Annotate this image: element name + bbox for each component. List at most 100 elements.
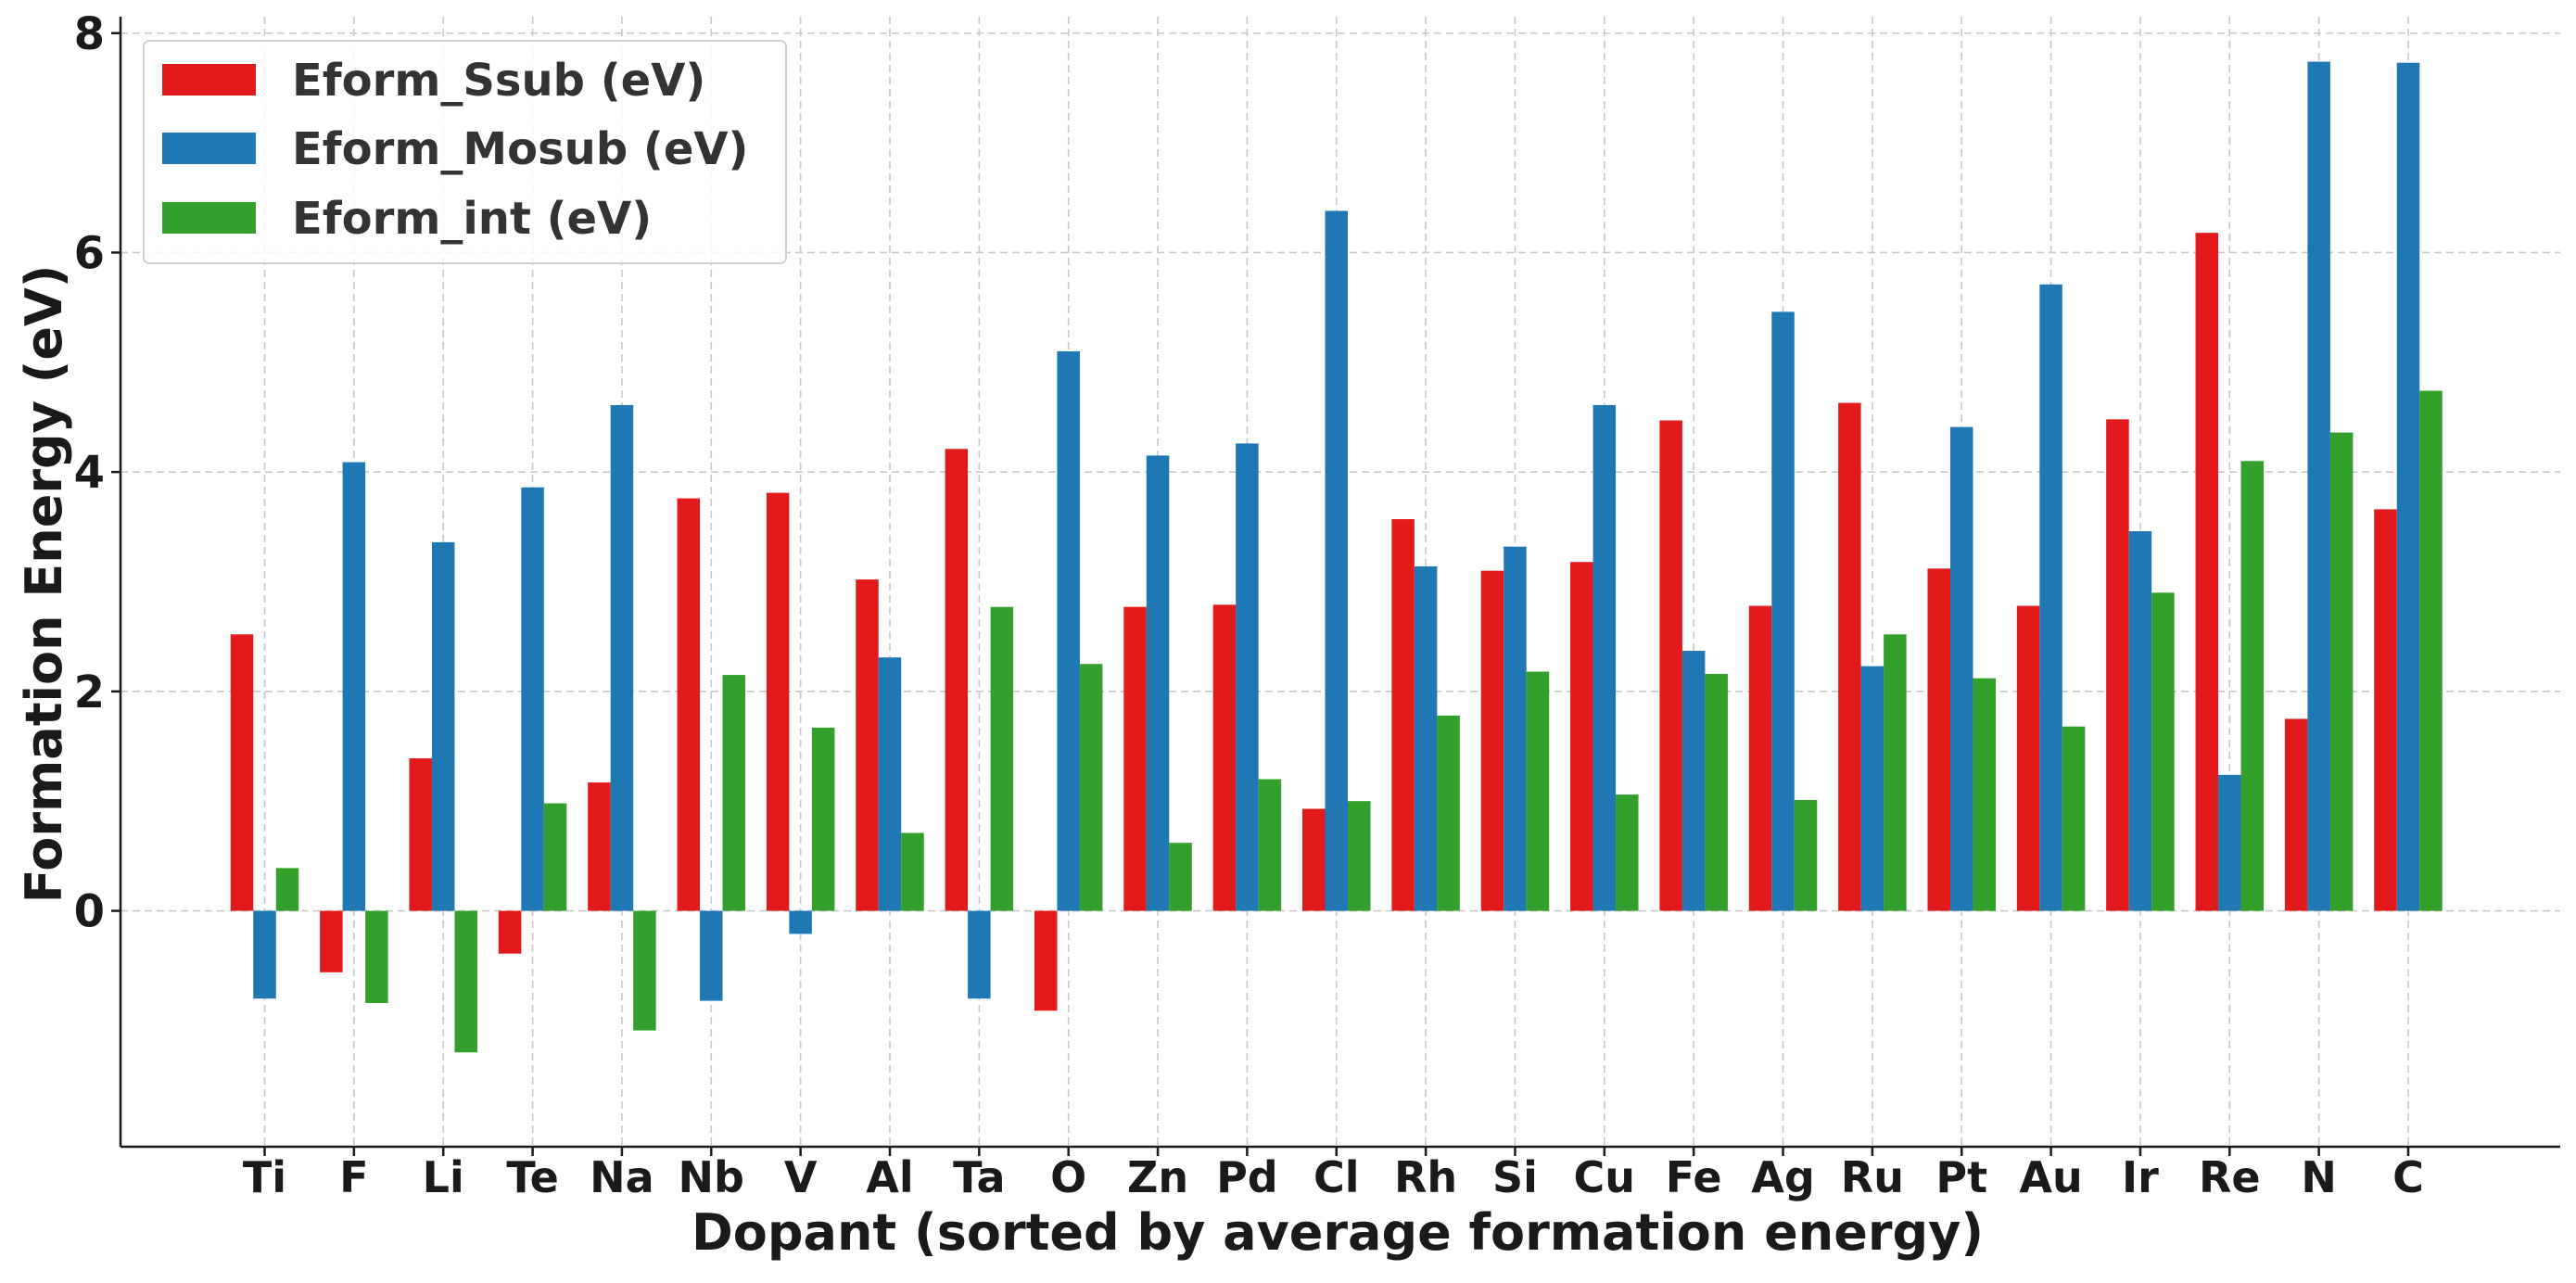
- bar-eform-ssub-al: [856, 579, 879, 911]
- bar-eform-mosub-rh: [1414, 565, 1438, 911]
- x-tick-label: Li: [423, 1152, 464, 1202]
- bar-eform-ssub-pd: [1212, 604, 1237, 911]
- bar-eform-mosub-n: [2307, 61, 2330, 911]
- bar-eform-mosub-li: [431, 541, 455, 911]
- bar-eform-mosub-fe: [1681, 651, 1706, 911]
- bar-eform-mosub-c: [2396, 62, 2420, 911]
- bar-eform-mosub-al: [878, 657, 902, 911]
- bar-eform-ssub-na: [588, 782, 611, 911]
- bar-eform-ssub-cl: [1302, 808, 1326, 911]
- x-tick-label: Al: [866, 1152, 913, 1202]
- legend: Eform_Ssub (eV) Eform_Mosub (eV) Eform_int…: [143, 40, 787, 264]
- bar-eform-ssub-v: [766, 492, 790, 911]
- bar-eform-mosub-re: [2218, 774, 2241, 911]
- bar-eform-ssub-re: [2195, 233, 2219, 911]
- x-tick-label: N: [2301, 1152, 2337, 1202]
- x-tick-label: Ru: [1841, 1152, 1904, 1202]
- x-tick-label: C: [2392, 1152, 2424, 1202]
- bar-eform-ssub-ta: [945, 449, 969, 911]
- bar-eform-int-ag: [1794, 800, 1818, 911]
- legend-label: Eform_Ssub (eV): [292, 55, 705, 107]
- bar-eform-mosub-ag: [1771, 311, 1795, 911]
- bar-eform-mosub-cu: [1593, 404, 1617, 911]
- bar-eform-ssub-zn: [1123, 606, 1147, 911]
- x-tick-label: Na: [590, 1152, 654, 1202]
- x-tick-label: Cu: [1574, 1152, 1636, 1202]
- bar-eform-ssub-te: [498, 910, 522, 954]
- x-axis-label: Dopant (sorted by average formation ener…: [692, 1203, 1984, 1262]
- bar-eform-mosub-ta: [968, 910, 991, 999]
- bar-eform-mosub-o: [1057, 350, 1080, 911]
- bar-eform-int-na: [633, 910, 656, 1031]
- bar-eform-ssub-ti: [230, 634, 254, 911]
- bar-eform-int-pd: [1258, 779, 1282, 911]
- bar-eform-ssub-ru: [1838, 402, 1861, 911]
- bar-layer: [230, 61, 2443, 1053]
- bar-eform-ssub-ag: [1748, 605, 1772, 911]
- bar-eform-mosub-na: [610, 404, 634, 911]
- x-tick-label: F: [339, 1152, 368, 1202]
- x-tick-label: Si: [1492, 1152, 1538, 1202]
- bar-eform-int-c: [2419, 390, 2443, 911]
- bar-eform-int-te: [543, 803, 567, 911]
- bar-eform-mosub-cl: [1325, 210, 1348, 911]
- bar-eform-ssub-nb: [677, 498, 701, 911]
- bar-eform-ssub-o: [1034, 910, 1058, 1011]
- bar-eform-int-ta: [990, 606, 1014, 911]
- bar-eform-int-si: [1526, 671, 1550, 911]
- legend-swatch: [162, 64, 256, 95]
- bar-eform-mosub-ir: [2128, 531, 2152, 911]
- bar-eform-ssub-fe: [1659, 420, 1682, 911]
- x-tick-label: Ta: [953, 1152, 1006, 1202]
- y-tick-label: 8: [74, 8, 105, 60]
- x-tick-label: Re: [2199, 1152, 2261, 1202]
- x-tick-label: Cl: [1313, 1152, 1360, 1202]
- bar-eform-int-li: [454, 910, 477, 1053]
- bar-eform-ssub-si: [1480, 570, 1504, 911]
- bar-eform-ssub-rh: [1391, 519, 1415, 911]
- bar-eform-mosub-au: [2039, 284, 2062, 911]
- bar-eform-mosub-f: [342, 462, 366, 911]
- bar-eform-int-nb: [722, 675, 746, 911]
- bar-eform-int-au: [2062, 726, 2086, 911]
- legend-label: Eform_Mosub (eV): [292, 123, 748, 175]
- x-tick-label: Rh: [1394, 1152, 1457, 1202]
- bar-eform-ssub-au: [2016, 605, 2040, 911]
- bar-eform-mosub-ru: [1860, 666, 1884, 911]
- legend-swatch: [162, 202, 256, 234]
- bar-eform-ssub-n: [2284, 718, 2308, 911]
- bar-eform-mosub-nb: [700, 910, 723, 1001]
- axis-layer: [119, 17, 2560, 1149]
- bar-eform-int-fe: [1705, 673, 1728, 911]
- bar-eform-int-ru: [1884, 634, 1907, 911]
- x-tick-label: Fe: [1666, 1152, 1722, 1202]
- x-tick-label: Nb: [679, 1152, 744, 1202]
- bar-eform-int-pt: [1973, 678, 1996, 911]
- x-tick-label: V: [784, 1152, 818, 1202]
- legend-frame: [143, 40, 787, 264]
- x-tick-label: Pt: [1935, 1152, 1987, 1202]
- x-tick-label: Pd: [1216, 1152, 1278, 1202]
- bar-eform-int-rh: [1437, 715, 1460, 911]
- y-tick-label: 6: [74, 227, 105, 279]
- bar-eform-ssub-f: [320, 910, 343, 972]
- bar-eform-ssub-pt: [1927, 568, 1950, 911]
- bar-eform-int-o: [1079, 664, 1103, 911]
- bar-eform-ssub-ir: [2106, 419, 2129, 911]
- bar-eform-int-ir: [2151, 592, 2175, 911]
- x-tick-label: Ti: [243, 1152, 286, 1202]
- x-tick-label: O: [1050, 1152, 1086, 1202]
- bar-eform-mosub-v: [789, 910, 812, 934]
- y-tick-label: 2: [74, 667, 105, 718]
- bar-eform-int-f: [365, 910, 388, 1003]
- x-tick-label: Ir: [2122, 1152, 2159, 1202]
- legend-label: Eform_int (eV): [292, 193, 652, 245]
- bar-eform-mosub-ti: [253, 910, 276, 999]
- x-tick-label: Ag: [1751, 1152, 1815, 1202]
- x-tick-label: Te: [506, 1152, 558, 1202]
- x-tick-label: Zn: [1127, 1152, 1188, 1202]
- bar-eform-ssub-cu: [1570, 562, 1593, 911]
- bar-eform-int-al: [901, 832, 924, 911]
